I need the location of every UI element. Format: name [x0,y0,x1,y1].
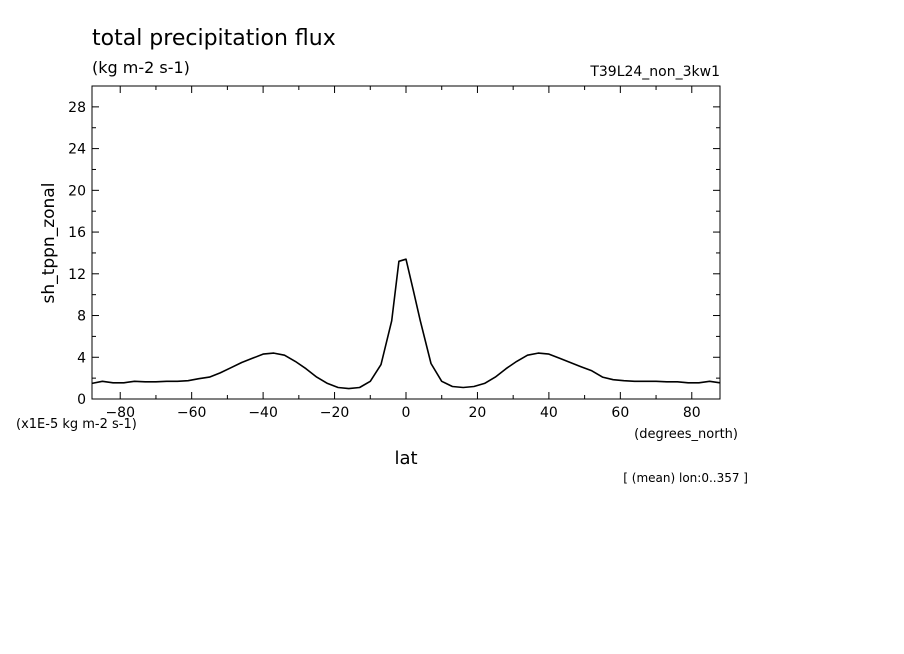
chart-title: total precipitation flux [92,26,336,51]
x-tick-label: −80 [105,405,135,421]
y-tick-label: 0 [77,392,86,408]
footnote: [ (mean) lon:0..357 ] [623,471,748,485]
x-tick-label: 40 [540,405,558,421]
series-line-0 [91,258,721,390]
y-axis-units: (x1E-5 kg m-2 s-1) [16,417,137,432]
x-tick-label: −40 [248,405,278,421]
y-tick-label: 16 [68,225,86,241]
y-tick-label: 8 [77,309,86,325]
series-group [91,258,721,390]
x-tick-label: 0 [402,405,411,421]
plot-frame [91,85,721,400]
y-tick-label: 28 [68,100,86,116]
axis-tick-labels: 0 4 8 12 16 20 24 28 −80 −60 −40 −20 0 20 40 60 80 [68,100,701,421]
axis-ticks [92,85,720,400]
x-axis-label: lat [394,448,417,469]
x-axis-units: (degrees_north) [634,427,738,442]
y-tick-label: 24 [68,142,86,158]
x-tick-label: −60 [177,405,207,421]
y-axis-label: sh_tppn_zonal [39,183,59,304]
chart-subtitle: (kg m-2 s-1) [92,58,190,77]
y-tick-label: 20 [68,183,86,199]
x-tick-label: 60 [611,405,629,421]
x-tick-label: 20 [469,405,487,421]
x-tick-label: 80 [683,405,701,421]
y-tick-label: 4 [77,350,86,366]
y-tick-label: 12 [68,267,86,283]
run-label: T39L24_non_3kw1 [589,64,720,80]
x-tick-label: −20 [320,405,350,421]
